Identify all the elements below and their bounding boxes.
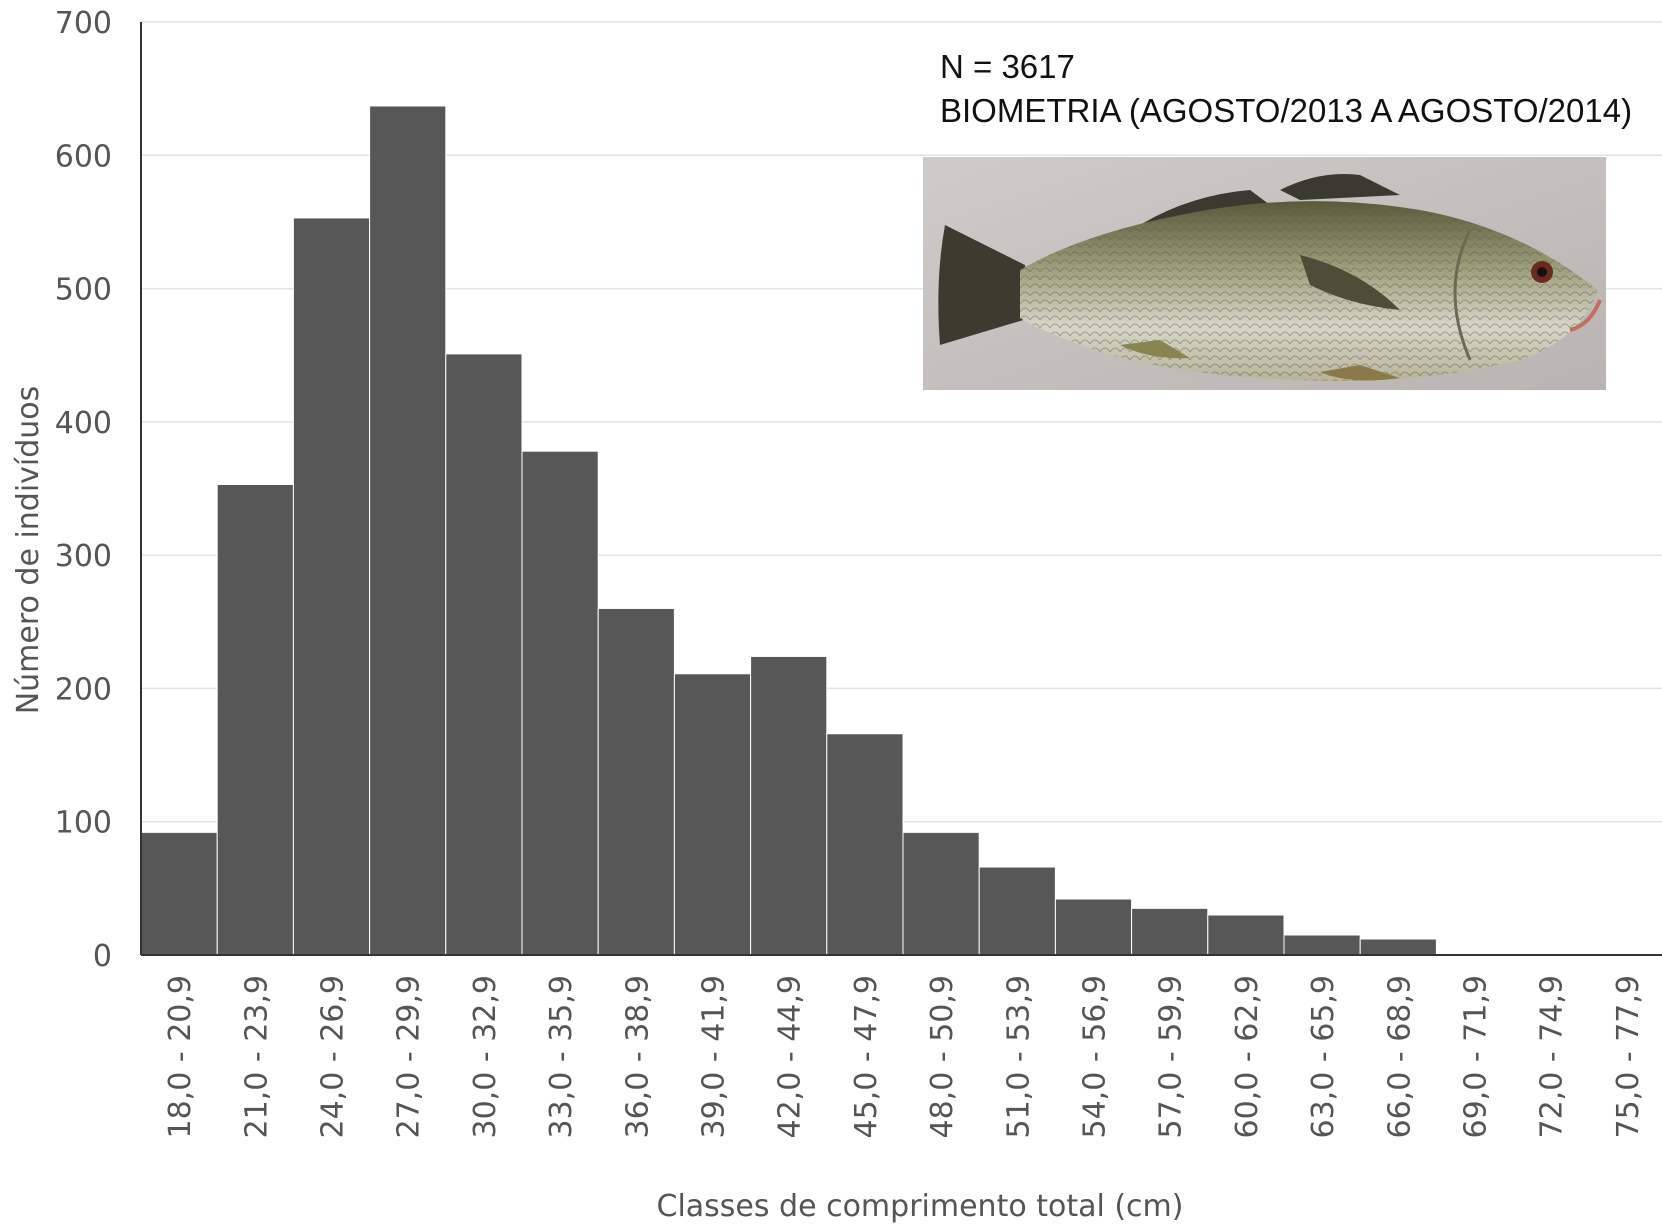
x-tick-label: 39,0 - 41,9	[697, 975, 732, 1139]
bar-13	[1131, 907, 1209, 956]
bar-4	[445, 353, 523, 956]
x-tick-label: 24,0 - 26,9	[316, 975, 351, 1139]
bar-7	[673, 673, 752, 956]
bar-11	[978, 866, 1056, 956]
fish-photo	[923, 157, 1606, 390]
x-tick-label: 42,0 - 44,9	[773, 975, 808, 1139]
y-tick-label: 500	[55, 273, 112, 308]
x-tick-label: 60,0 - 62,9	[1230, 975, 1265, 1139]
y-tick-label: 400	[55, 406, 112, 441]
x-tick-label: 27,0 - 29,9	[392, 975, 427, 1139]
bar-10	[902, 831, 980, 956]
x-tick-label: 33,0 - 35,9	[544, 975, 579, 1139]
bar-1	[216, 484, 294, 956]
period-annotation: BIOMETRIA (AGOSTO/2013 A AGOSTO/2014)	[940, 92, 1632, 129]
x-tick-label: 75,0 - 77,9	[1611, 975, 1646, 1139]
x-tick-label: 21,0 - 23,9	[239, 975, 274, 1139]
x-tick-label: 45,0 - 47,9	[849, 975, 884, 1139]
bar-9	[826, 733, 904, 956]
bar-16	[1359, 938, 1437, 956]
x-tick-labels: 18,0 - 20,9 21,0 - 23,9 24,0 - 26,9 27,0 - …	[163, 975, 1646, 1139]
bars	[140, 105, 1662, 956]
x-tick-label: 72,0 - 74,9	[1535, 975, 1570, 1139]
bar-0	[140, 831, 218, 956]
sample-size-annotation: N = 3617	[940, 48, 1075, 85]
y-tick-label: 700	[55, 6, 112, 41]
x-tick-label: 36,0 - 38,9	[620, 975, 655, 1139]
bar-5	[521, 450, 599, 956]
x-tick-label: 63,0 - 65,9	[1306, 975, 1341, 1139]
bar-3	[369, 105, 447, 956]
bar-6	[597, 607, 675, 956]
x-tick-label: 30,0 - 32,9	[468, 975, 503, 1139]
x-tick-label: 66,0 - 68,9	[1382, 975, 1417, 1139]
y-tick-label: 300	[55, 539, 112, 574]
x-tick-label: 48,0 - 50,9	[925, 975, 960, 1139]
y-tick-label: 200	[55, 672, 112, 707]
x-tick-label: 69,0 - 71,9	[1459, 975, 1494, 1139]
x-tick-label: 57,0 - 59,9	[1154, 975, 1189, 1139]
bar-2	[292, 217, 371, 956]
x-tick-label: 51,0 - 53,9	[1001, 975, 1036, 1139]
x-axis-title: Classes de comprimento total (cm)	[657, 1189, 1184, 1224]
bar-15	[1283, 934, 1361, 956]
y-tick-labels: 0 100 200 300 400 500 600 700	[55, 6, 112, 974]
bar-8	[750, 655, 828, 956]
x-tick-label: 54,0 - 56,9	[1078, 975, 1113, 1139]
y-tick-label: 600	[55, 139, 112, 174]
y-tick-label: 0	[93, 939, 112, 974]
y-tick-label: 100	[55, 806, 112, 841]
axes	[140, 22, 1662, 956]
bar-12	[1054, 898, 1133, 956]
x-tick-label: 18,0 - 20,9	[163, 975, 198, 1139]
bar-14	[1207, 914, 1285, 956]
y-axis-title: Número de indivíduos	[11, 386, 46, 715]
